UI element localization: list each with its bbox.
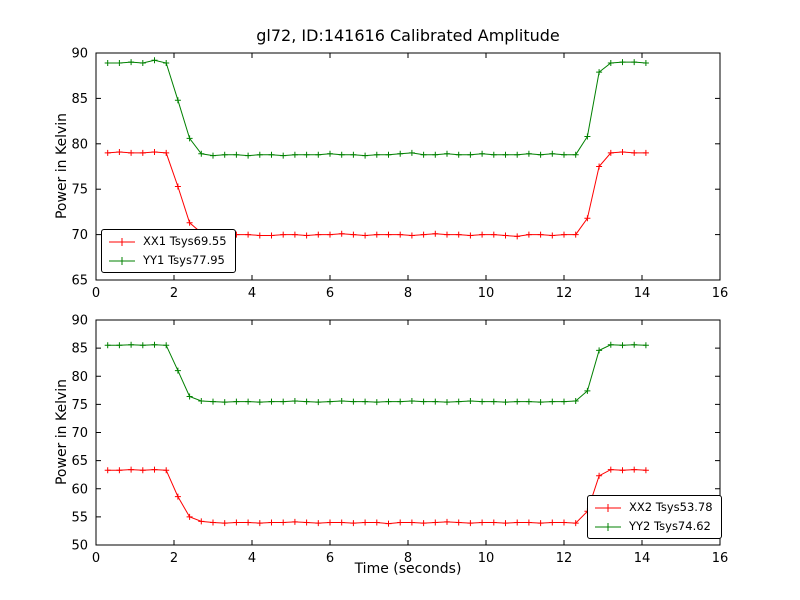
x-axis-label: Time (seconds) — [354, 561, 462, 577]
svg-text:65: 65 — [71, 274, 88, 289]
svg-text:8: 8 — [404, 551, 412, 566]
figure-title: gl72, ID:141616 Calibrated Amplitude — [256, 26, 560, 45]
green-line-sample-icon — [595, 522, 621, 531]
svg-text:4: 4 — [248, 551, 256, 566]
svg-text:10: 10 — [478, 551, 495, 566]
bottom-y-axis-label: Power in Kelvin — [54, 378, 70, 486]
svg-text:75: 75 — [71, 183, 88, 198]
legend-label-xx2: XX2 Tsys53.78 — [629, 500, 713, 514]
svg-text:6: 6 — [326, 551, 334, 566]
svg-text:55: 55 — [71, 510, 88, 525]
svg-text:90: 90 — [71, 47, 88, 62]
svg-text:2: 2 — [170, 551, 178, 566]
svg-text:50: 50 — [71, 539, 88, 554]
svg-text:85: 85 — [71, 342, 88, 357]
top-y-axis-label: Power in Kelvin — [54, 112, 70, 220]
svg-text:12: 12 — [556, 286, 573, 301]
svg-text:85: 85 — [71, 92, 88, 107]
svg-text:65: 65 — [71, 454, 88, 469]
svg-text:4: 4 — [248, 286, 256, 301]
svg-text:60: 60 — [71, 482, 88, 497]
svg-text:70: 70 — [71, 426, 88, 441]
red-line-sample-icon — [595, 503, 621, 512]
svg-text:14: 14 — [634, 551, 651, 566]
svg-text:12: 12 — [556, 551, 573, 566]
svg-text:80: 80 — [71, 370, 88, 385]
svg-text:80: 80 — [71, 137, 88, 152]
legend-label-xx1: XX1 Tsys69.55 — [143, 234, 227, 248]
svg-text:90: 90 — [71, 314, 88, 329]
legend-bottom: XX2 Tsys53.78 YY2 Tsys74.62 — [587, 495, 722, 539]
svg-text:0: 0 — [92, 551, 100, 566]
svg-text:16: 16 — [712, 551, 729, 566]
red-line-sample-icon — [109, 237, 135, 246]
svg-text:16: 16 — [712, 286, 729, 301]
svg-text:6: 6 — [326, 286, 334, 301]
svg-text:2: 2 — [170, 286, 178, 301]
legend-label-yy1: YY1 Tsys77.95 — [143, 253, 225, 267]
legend-top: XX1 Tsys69.55 YY1 Tsys77.95 — [101, 229, 236, 273]
svg-text:0: 0 — [92, 286, 100, 301]
svg-text:8: 8 — [404, 286, 412, 301]
legend-label-yy2: YY2 Tsys74.62 — [629, 519, 711, 533]
svg-text:75: 75 — [71, 398, 88, 413]
legend-entry-yy2: YY2 Tsys74.62 — [593, 517, 713, 536]
svg-text:14: 14 — [634, 286, 651, 301]
svg-text:70: 70 — [71, 228, 88, 243]
green-line-sample-icon — [109, 256, 135, 265]
legend-entry-xx2: XX2 Tsys53.78 — [593, 498, 713, 517]
legend-entry-yy1: YY1 Tsys77.95 — [107, 251, 227, 270]
svg-text:10: 10 — [478, 286, 495, 301]
legend-entry-xx1: XX1 Tsys69.55 — [107, 232, 227, 251]
